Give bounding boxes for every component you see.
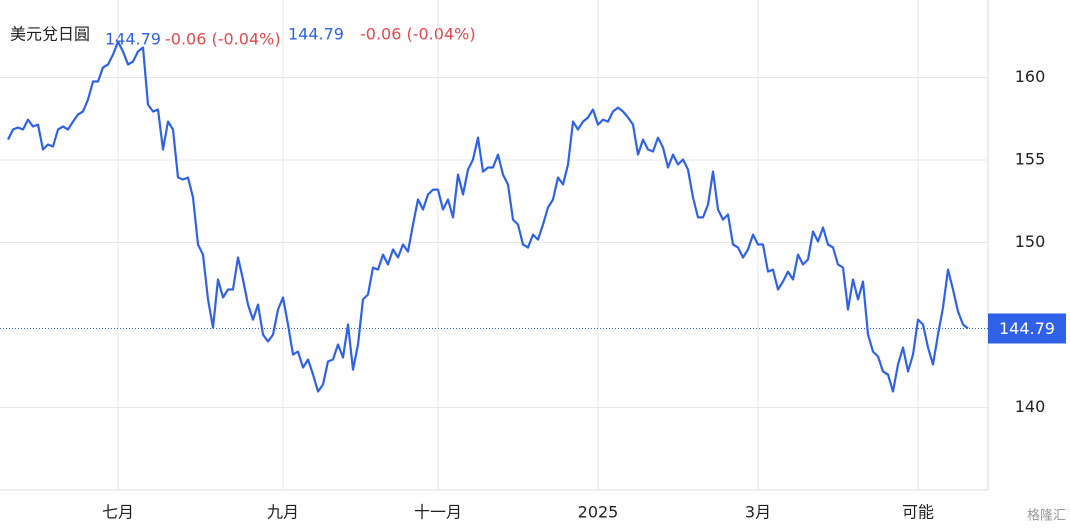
- y-tick-label: 155: [1015, 150, 1046, 169]
- chart-title: 美元兌日圓: [10, 25, 90, 44]
- watermark: 格隆汇: [1027, 508, 1066, 524]
- x-tick-label: 可能: [902, 503, 934, 522]
- x-tick-label: 九月: [267, 503, 299, 522]
- last-price-label: 144.79: [999, 319, 1055, 338]
- last-price-box: [988, 313, 1066, 344]
- x-tick-label: 十一月: [414, 503, 462, 522]
- x-tick-label: 3月: [745, 503, 771, 522]
- price: 144.79: [288, 25, 344, 44]
- x-tick-label: 2025: [578, 503, 619, 522]
- x-tick-label: 七月: [102, 503, 134, 522]
- price: 144.79: [105, 30, 161, 49]
- change: -0.06 (-0.04%): [165, 30, 281, 49]
- change: -0.06 (-0.04%): [360, 25, 476, 44]
- y-tick-label: 160: [1015, 67, 1046, 86]
- price-line: [7, 40, 969, 393]
- y-tick-label: 140: [1015, 397, 1046, 416]
- y-tick-label: 150: [1015, 232, 1046, 251]
